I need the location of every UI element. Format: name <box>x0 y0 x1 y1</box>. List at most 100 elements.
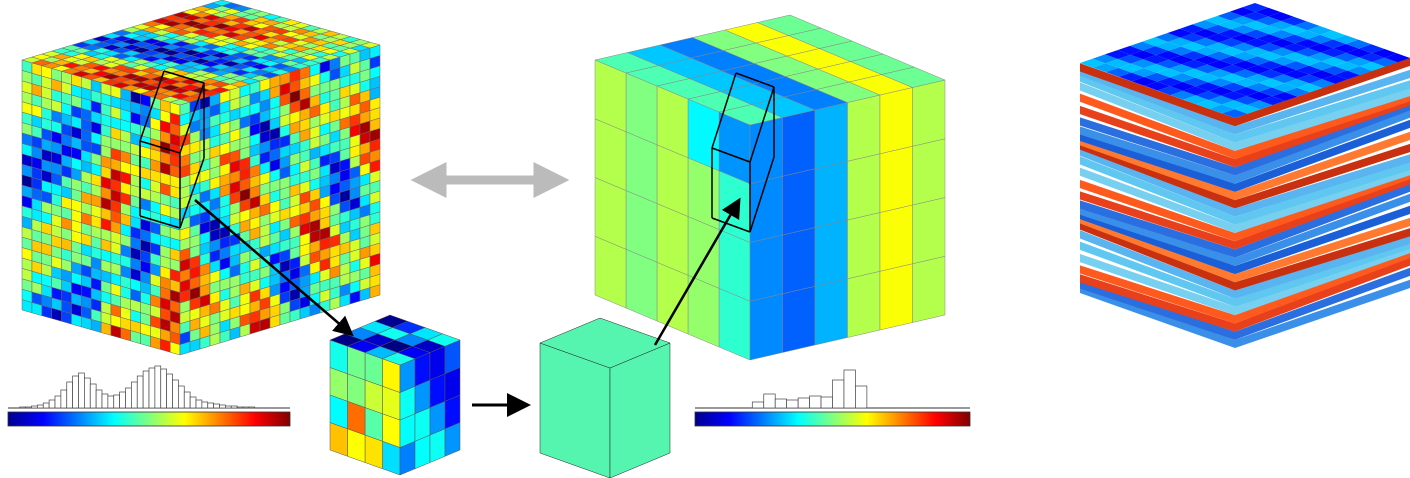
voxel <box>1167 37 1194 47</box>
voxel <box>1143 55 1169 64</box>
arrow <box>653 197 741 346</box>
voxel <box>1169 73 1195 82</box>
layer <box>1235 119 1410 192</box>
voxel <box>1105 50 1131 60</box>
voxel <box>1208 86 1234 96</box>
layer <box>1235 205 1410 275</box>
layer <box>1080 82 1235 151</box>
histogram-bar <box>37 404 44 409</box>
voxel <box>1271 83 1298 92</box>
voxel <box>1092 63 1119 73</box>
voxel <box>1170 81 1196 91</box>
voxel <box>1245 56 1271 66</box>
voxel <box>1130 59 1157 69</box>
voxel <box>1195 73 1221 83</box>
voxel <box>1143 63 1170 73</box>
voxel <box>1296 65 1322 75</box>
voxel <box>1321 57 1347 66</box>
voxel <box>1243 29 1270 39</box>
histogram-bar <box>89 383 97 409</box>
highlight-edge <box>179 82 205 154</box>
voxel <box>1105 67 1132 77</box>
voxel <box>1244 47 1270 57</box>
layer <box>1235 279 1410 348</box>
voxel <box>1371 48 1398 58</box>
histogram-bar <box>219 404 226 409</box>
layered-model <box>1080 57 1410 348</box>
voxel <box>1131 68 1157 78</box>
voxel <box>1284 87 1310 97</box>
layer <box>1080 147 1235 217</box>
histogram-bar <box>236 406 244 409</box>
voxel <box>1169 64 1195 74</box>
voxel <box>1195 82 1221 92</box>
layer <box>1080 221 1235 291</box>
layer <box>1080 179 1235 242</box>
voxel <box>1282 52 1309 62</box>
histogram-bar <box>101 393 109 409</box>
voxel <box>1207 77 1234 87</box>
voxel <box>749 117 783 185</box>
highlight-edge <box>163 70 205 84</box>
voxel <box>1167 28 1193 38</box>
voxel <box>1207 69 1233 78</box>
voxel <box>1269 29 1295 39</box>
voxel <box>1193 37 1219 47</box>
histogram-bar <box>48 399 56 409</box>
voxel <box>1208 95 1235 105</box>
voxel <box>1222 109 1248 118</box>
highlight-edge <box>711 72 737 149</box>
highlight-edge <box>139 70 165 142</box>
voxel <box>1130 41 1156 51</box>
voxel <box>1206 42 1232 52</box>
voxel <box>1295 47 1321 57</box>
voxel <box>1257 60 1284 70</box>
layer <box>1080 200 1235 258</box>
layer <box>1235 80 1410 143</box>
voxel <box>1182 86 1209 96</box>
highlight-edge <box>711 217 751 233</box>
voxel <box>1332 35 1359 44</box>
voxel <box>1194 64 1220 74</box>
voxel <box>1333 43 1359 53</box>
voxel <box>1372 57 1398 67</box>
histogram-bar <box>786 399 799 409</box>
voxel <box>1359 53 1385 62</box>
voxel <box>847 94 881 162</box>
voxel <box>1220 82 1247 92</box>
histogram-bar <box>797 397 810 409</box>
histogram-bar <box>201 401 209 409</box>
layer <box>1080 132 1235 192</box>
voxel <box>1269 38 1295 48</box>
voxel <box>814 219 848 287</box>
voxel <box>1297 83 1323 93</box>
voxel <box>912 255 946 323</box>
voxel <box>1296 74 1323 84</box>
voxel <box>1118 72 1145 82</box>
voxel <box>1295 56 1322 66</box>
voxel <box>847 153 881 221</box>
voxel <box>1219 47 1245 56</box>
voxel <box>1195 91 1222 100</box>
voxel <box>1245 73 1272 83</box>
voxel <box>1246 91 1273 101</box>
histogram-bar <box>125 387 132 409</box>
voxel <box>1232 69 1259 79</box>
histogram-bar <box>195 399 203 409</box>
voxel <box>1281 16 1307 26</box>
voxel <box>1233 87 1260 96</box>
histogram-bar <box>54 395 62 409</box>
histogram-bar <box>66 381 73 409</box>
voxel <box>782 168 816 236</box>
voxel <box>1308 52 1334 62</box>
layer <box>1235 267 1410 340</box>
voxel <box>1320 39 1346 49</box>
voxel <box>749 293 783 361</box>
voxel <box>1255 16 1282 26</box>
histogram-bar <box>119 391 126 409</box>
layer <box>1080 280 1235 340</box>
histogram-bar <box>751 401 765 409</box>
layer <box>1235 193 1410 266</box>
voxel <box>539 317 671 369</box>
